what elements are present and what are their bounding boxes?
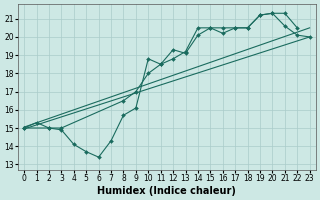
X-axis label: Humidex (Indice chaleur): Humidex (Indice chaleur) [98,186,236,196]
